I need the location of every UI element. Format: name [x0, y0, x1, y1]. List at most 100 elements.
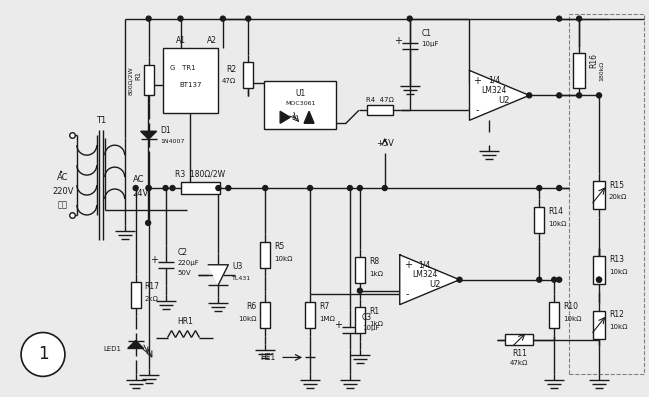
Text: U2: U2 [429, 280, 440, 289]
Text: G   TR1: G TR1 [169, 66, 195, 71]
Text: R11: R11 [512, 349, 527, 358]
Bar [163, 48, 218, 113]
Text: U3: U3 [232, 262, 243, 271]
Text: -: - [476, 105, 479, 115]
Bar [143, 66, 154, 95]
Circle shape [537, 185, 542, 191]
Text: R10: R10 [563, 302, 578, 311]
Circle shape [596, 277, 602, 282]
Bar [264, 81, 336, 129]
Circle shape [133, 185, 138, 191]
Circle shape [557, 185, 561, 191]
Text: R15: R15 [609, 181, 624, 189]
Bar [355, 306, 365, 333]
Text: BT137: BT137 [179, 83, 202, 89]
Text: 180kΩ: 180kΩ [599, 60, 604, 81]
Circle shape [457, 277, 462, 282]
Text: +5V: +5V [376, 139, 394, 148]
Text: 24V: 24V [132, 189, 149, 198]
Circle shape [146, 185, 151, 191]
Circle shape [358, 185, 362, 191]
Bar [534, 207, 545, 233]
Text: C1: C1 [422, 29, 432, 38]
Text: 1kΩ: 1kΩ [369, 320, 383, 327]
Circle shape [358, 288, 362, 293]
Text: R12: R12 [609, 310, 624, 319]
Text: 50V: 50V [178, 270, 191, 276]
Bar [549, 302, 559, 328]
Text: 10μF: 10μF [362, 324, 380, 331]
Circle shape [407, 16, 412, 21]
Bar [260, 302, 270, 328]
Text: 1/4
LM324: 1/4 LM324 [482, 76, 507, 95]
Text: 2kΩ: 2kΩ [145, 296, 158, 302]
Circle shape [178, 16, 183, 21]
Text: 10kΩ: 10kΩ [274, 256, 293, 262]
Text: R3  180Ω/2W: R3 180Ω/2W [175, 170, 225, 179]
Circle shape [537, 277, 542, 282]
Circle shape [216, 185, 221, 191]
Text: 20kΩ: 20kΩ [609, 194, 628, 200]
Text: +: + [394, 36, 402, 46]
Polygon shape [208, 265, 228, 285]
Text: R7: R7 [319, 302, 329, 311]
Text: 47Ω: 47Ω [222, 79, 236, 85]
Text: D1: D1 [160, 126, 171, 135]
Polygon shape [400, 255, 459, 304]
Text: AC: AC [132, 175, 144, 183]
Circle shape [263, 185, 267, 191]
Text: T1: T1 [95, 116, 106, 125]
Text: +: + [404, 260, 411, 270]
Text: 1/4
LM324: 1/4 LM324 [412, 260, 437, 279]
Text: AC: AC [57, 173, 69, 181]
Text: -: - [406, 289, 410, 299]
Text: R5: R5 [274, 242, 284, 251]
Circle shape [21, 333, 65, 376]
Text: A2: A2 [208, 36, 217, 44]
Circle shape [557, 16, 561, 21]
Text: HR1: HR1 [178, 317, 193, 326]
Circle shape [382, 185, 387, 191]
Text: 10kΩ: 10kΩ [548, 221, 567, 227]
Circle shape [596, 93, 602, 98]
Circle shape [163, 185, 168, 191]
Bar [355, 257, 365, 283]
Text: 1N4007: 1N4007 [160, 139, 185, 144]
Circle shape [557, 93, 561, 98]
Circle shape [221, 16, 225, 21]
Text: A1: A1 [175, 36, 186, 44]
Text: 10kΩ: 10kΩ [563, 316, 582, 322]
Text: R16: R16 [589, 53, 598, 68]
Circle shape [557, 277, 561, 282]
Text: LED1: LED1 [104, 347, 122, 353]
Bar [569, 13, 644, 374]
Circle shape [146, 16, 151, 21]
Text: U1: U1 [295, 89, 305, 98]
Text: MOC3061: MOC3061 [285, 101, 315, 106]
Text: R1: R1 [369, 307, 379, 316]
Text: +: + [474, 76, 482, 86]
Circle shape [576, 16, 582, 21]
Text: R2: R2 [227, 65, 236, 74]
Circle shape [527, 93, 532, 98]
Bar [506, 333, 533, 345]
Circle shape [145, 220, 151, 225]
Text: R17: R17 [145, 282, 160, 291]
Text: 1MΩ: 1MΩ [319, 316, 335, 322]
Bar [180, 182, 221, 194]
Text: TL431: TL431 [232, 276, 252, 281]
Polygon shape [280, 111, 290, 123]
Bar [593, 310, 605, 339]
Circle shape [576, 93, 582, 98]
Polygon shape [304, 111, 314, 123]
Circle shape [308, 185, 313, 191]
Text: 10μF: 10μF [422, 40, 439, 46]
Circle shape [226, 185, 231, 191]
Text: +: + [150, 255, 158, 265]
Bar [573, 53, 585, 88]
Text: 输入: 输入 [58, 200, 68, 210]
Text: 220μF: 220μF [178, 260, 199, 266]
Text: +: + [334, 320, 342, 330]
Polygon shape [128, 341, 143, 349]
Bar [130, 282, 141, 308]
